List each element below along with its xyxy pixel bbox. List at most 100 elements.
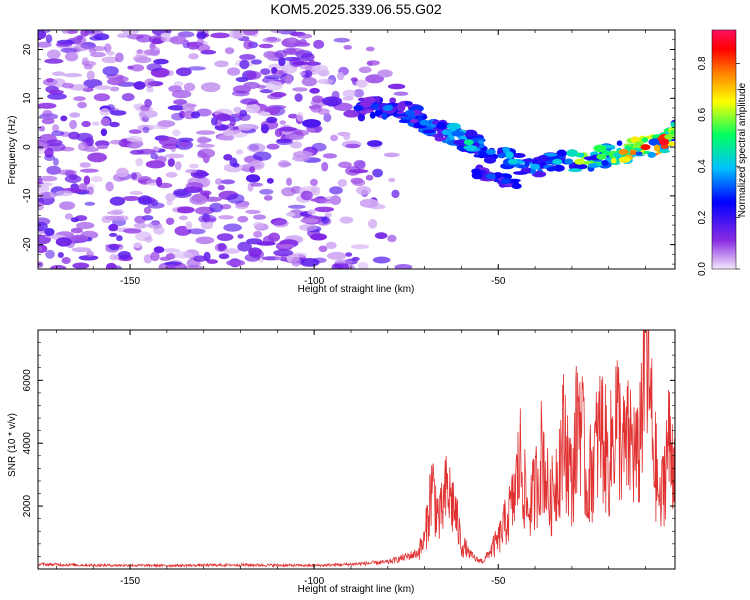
- heatmap-cell: [42, 109, 53, 118]
- heatmap-cell: [391, 189, 400, 199]
- heatmap-cell: [226, 259, 246, 267]
- heatmap-cell: [157, 120, 176, 128]
- heatmap-cell: [127, 65, 134, 70]
- spectrogram-frame: [37, 29, 676, 270]
- heatmap-cell: [291, 257, 302, 267]
- heatmap-cell: [264, 75, 282, 80]
- heatmap-cell: [109, 196, 126, 206]
- heatmap-cell: [211, 117, 218, 126]
- heatmap-cell: [566, 149, 578, 157]
- heatmap-cell: [128, 129, 142, 134]
- heatmap-cell: [310, 104, 323, 113]
- heatmap-cell: [670, 129, 675, 136]
- heatmap-cell: [68, 131, 80, 140]
- heatmap-cell: [164, 153, 185, 159]
- heatmap-cell: [286, 212, 296, 217]
- heatmap-cell: [321, 161, 329, 172]
- colorbar-frame: [711, 29, 737, 270]
- heatmap-cell: [100, 117, 111, 127]
- heatmap-cell: [143, 254, 153, 264]
- heatmap-cell: [260, 111, 271, 117]
- heatmap-cell: [294, 129, 310, 136]
- heatmap-cell: [146, 87, 154, 93]
- heatmap-cell: [513, 171, 528, 175]
- heatmap-cell: [239, 54, 256, 61]
- heatmap-cell: [50, 78, 66, 88]
- heatmap-cell: [441, 129, 452, 136]
- heatmap-cell: [190, 111, 201, 119]
- snr-series-line: [38, 330, 675, 569]
- heatmap-cell: [323, 113, 332, 123]
- heatmap-cell: [330, 134, 339, 142]
- heatmap-cell: [38, 125, 46, 132]
- heatmap-cell: [338, 161, 352, 169]
- heatmap-cell: [388, 177, 396, 183]
- heatmap-cell: [175, 67, 192, 77]
- heatmap-cell: [84, 201, 96, 206]
- heatmap-cell: [504, 151, 514, 159]
- heatmap-cell: [357, 113, 366, 122]
- heatmap-cell: [187, 228, 206, 235]
- heatmap-cell: [304, 70, 313, 78]
- heatmap-cell: [38, 246, 43, 252]
- heatmap-cell: [241, 30, 259, 36]
- heatmap-cell: [500, 178, 511, 185]
- heatmap-cell: [44, 58, 64, 64]
- heatmap-cell: [355, 185, 372, 195]
- heatmap-cell: [227, 67, 241, 76]
- heatmap-cell: [253, 230, 263, 238]
- heatmap-cell: [189, 163, 199, 169]
- heatmap-cell: [246, 143, 266, 153]
- heatmap-cell: [353, 88, 365, 98]
- heatmap-cell: [196, 143, 215, 148]
- heatmap-cell: [133, 242, 142, 249]
- heatmap-cell: [55, 190, 74, 197]
- x-tick-label: -100: [304, 576, 324, 587]
- heatmap-cell: [330, 195, 341, 206]
- heatmap-cell: [56, 42, 73, 47]
- heatmap-cell: [299, 64, 315, 70]
- heatmap-cell: [79, 162, 91, 168]
- heatmap-cell: [83, 64, 93, 70]
- heatmap-cell: [38, 202, 45, 211]
- heatmap-cell: [322, 96, 343, 106]
- heatmap-cell: [244, 253, 261, 262]
- heatmap-cell: [249, 166, 256, 173]
- x-tick-label: -150: [120, 276, 140, 287]
- heatmap-cell: [313, 39, 325, 50]
- heatmap-cell: [343, 45, 353, 50]
- heatmap-cell: [299, 71, 306, 76]
- heatmap-cell: [216, 233, 234, 242]
- heatmap-cell: [222, 129, 235, 137]
- heatmap-cell: [398, 119, 411, 124]
- heatmap-cell: [508, 158, 518, 165]
- heatmap-cell: [245, 209, 261, 214]
- heatmap-cell: [574, 158, 585, 165]
- heatmap-cell: [223, 248, 241, 254]
- heatmap-cell: [106, 51, 115, 56]
- heatmap-cell: [289, 57, 305, 68]
- heatmap-cell: [337, 179, 348, 187]
- heatmap-cell: [289, 141, 303, 149]
- heatmap-cell: [260, 68, 271, 75]
- heatmap-cell: [165, 217, 175, 225]
- heatmap-cell: [63, 73, 83, 78]
- heatmap-cell: [387, 234, 397, 243]
- heatmap-cell: [134, 56, 152, 64]
- heatmap-cell: [235, 204, 249, 210]
- heatmap-cell: [81, 120, 91, 128]
- heatmap-cell: [285, 74, 293, 85]
- heatmap-cell: [342, 89, 357, 98]
- heatmap-cell: [372, 168, 383, 178]
- heatmap-cell: [150, 152, 158, 160]
- heatmap-cell: [239, 59, 250, 70]
- heatmap-cell: [73, 96, 86, 102]
- heatmap-cell: [177, 137, 194, 142]
- heatmap-cell: [215, 178, 223, 185]
- heatmap-cell: [160, 32, 171, 38]
- heatmap-cell: [91, 121, 100, 126]
- heatmap-cell: [178, 215, 188, 221]
- y-tick-label: 0: [22, 144, 33, 150]
- heatmap-cell: [193, 255, 208, 262]
